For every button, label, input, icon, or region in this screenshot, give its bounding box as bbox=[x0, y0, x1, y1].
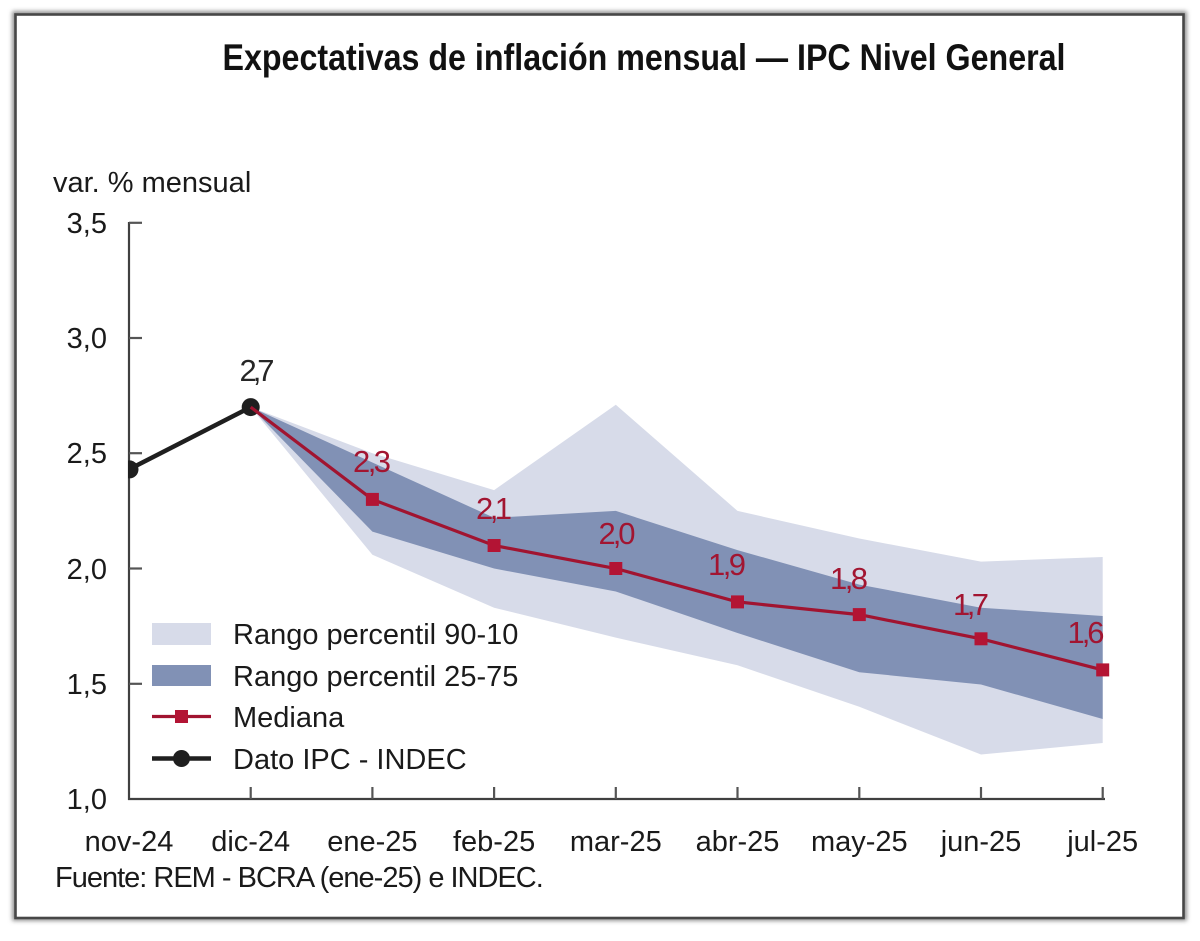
svg-text:1,8: 1,8 bbox=[830, 561, 868, 596]
svg-text:Expectativas de inflación mens: Expectativas de inflación mensual — IPC … bbox=[223, 37, 1066, 78]
svg-text:1,0: 1,0 bbox=[67, 784, 107, 816]
svg-text:Rango percentil 90-10: Rango percentil 90-10 bbox=[233, 619, 518, 651]
svg-text:2,1: 2,1 bbox=[476, 491, 512, 526]
svg-text:abr-25: abr-25 bbox=[696, 826, 780, 858]
svg-text:Fuente: REM - BCRA (ene-25) e: Fuente: REM - BCRA (ene-25) e INDEC. bbox=[55, 862, 543, 894]
svg-text:var. % mensual: var. % mensual bbox=[53, 167, 251, 199]
svg-text:feb-25: feb-25 bbox=[453, 826, 535, 858]
svg-text:mar-25: mar-25 bbox=[570, 826, 662, 858]
svg-text:ene-25: ene-25 bbox=[327, 826, 417, 858]
svg-text:2,0: 2,0 bbox=[599, 516, 636, 551]
svg-text:1,9: 1,9 bbox=[708, 547, 746, 582]
svg-text:jul-25: jul-25 bbox=[1066, 826, 1138, 858]
svg-text:Mediana: Mediana bbox=[233, 702, 345, 734]
svg-text:Dato IPC - INDEC: Dato IPC - INDEC bbox=[233, 744, 467, 776]
svg-text:2,0: 2,0 bbox=[67, 554, 107, 586]
svg-text:dic-24: dic-24 bbox=[211, 826, 290, 858]
svg-text:3,0: 3,0 bbox=[67, 323, 107, 355]
svg-text:1,6: 1,6 bbox=[1068, 615, 1105, 650]
svg-text:2,3: 2,3 bbox=[353, 444, 391, 479]
svg-text:1,5: 1,5 bbox=[67, 669, 107, 701]
svg-text:jun-25: jun-25 bbox=[940, 826, 1022, 858]
svg-text:may-25: may-25 bbox=[811, 826, 908, 858]
svg-text:1,7: 1,7 bbox=[953, 587, 989, 622]
svg-text:Rango percentil 25-75: Rango percentil 25-75 bbox=[233, 661, 518, 693]
svg-text:3,5: 3,5 bbox=[67, 208, 107, 240]
svg-text:2,7: 2,7 bbox=[240, 353, 275, 388]
svg-text:2,5: 2,5 bbox=[67, 438, 107, 470]
svg-text:nov-24: nov-24 bbox=[85, 826, 174, 858]
